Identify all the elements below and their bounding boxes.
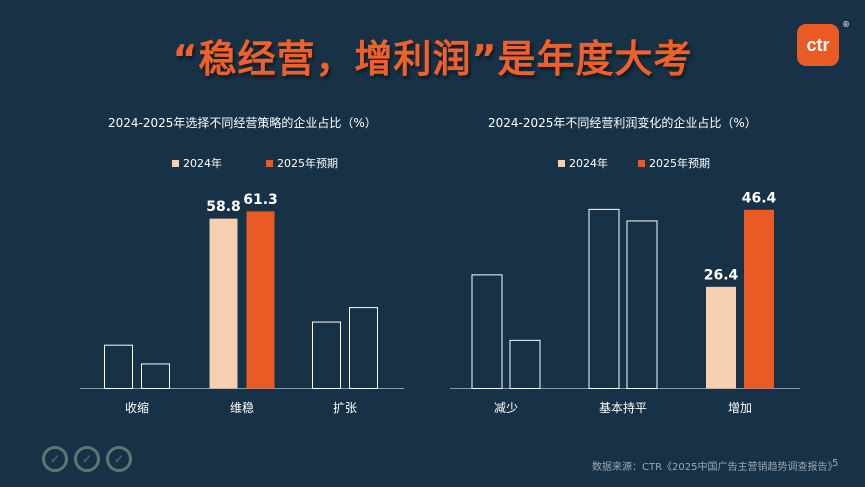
category-label-增加: 增加	[728, 401, 752, 415]
badge-row: ✓ ✓ ✓	[42, 446, 132, 472]
data-label-维稳-2024: 58.8	[206, 199, 241, 215]
check-badge-icon: ✓	[42, 446, 68, 472]
bar-增加-2024	[706, 286, 736, 389]
category-label-减少: 减少	[494, 401, 518, 415]
legend-item-2024: 2024年	[558, 155, 608, 171]
legend-label-2024: 2024年	[569, 157, 608, 170]
bar-减少-2025	[509, 339, 541, 389]
chart-2-title: 2024-2025年不同经营利润变化的企业占比（%）	[488, 116, 757, 130]
bar-维稳-2024	[209, 218, 238, 389]
chart-2-legend: 2024年 2025年预期	[558, 155, 710, 171]
bar-维稳-2025	[246, 211, 275, 389]
legend-item-2025: 2025年预期	[638, 155, 710, 171]
bar-基本持平-2024	[588, 208, 620, 389]
category-label-维稳: 维稳	[230, 400, 254, 415]
bar-减少-2024	[471, 274, 503, 389]
legend-swatch-2024	[558, 159, 565, 167]
ctr-logo: ctr	[797, 24, 839, 66]
legend-label-2025: 2025年预期	[649, 157, 710, 170]
page-number: 5	[832, 458, 839, 469]
category-label-基本持平: 基本持平	[599, 400, 647, 415]
data-label-维稳-2025: 61.3	[243, 192, 278, 208]
bar-收缩-2025	[141, 363, 170, 390]
legend-label-2024: 2024年	[183, 157, 222, 170]
bar-扩张-2025	[349, 307, 378, 389]
slide-title: “稳经营，增利润”是年度大考	[172, 37, 693, 81]
category-label-收缩: 收缩	[125, 400, 149, 415]
data-label-增加-2024: 26.4	[704, 267, 739, 283]
chart-1-title: 2024-2025年选择不同经营策略的企业占比（%）	[108, 116, 377, 130]
check-badge-icon: ✓	[74, 446, 100, 472]
bar-扩张-2024	[312, 321, 341, 389]
chart-1-legend: 2024年 2025年预期	[172, 155, 338, 171]
legend-swatch-2025	[266, 159, 273, 167]
legend-item-2025: 2025年预期	[266, 155, 338, 171]
data-source: 数据来源：CTR《2025中国广告主营销趋势调查报告》	[592, 462, 838, 473]
legend-label-2025: 2025年预期	[277, 157, 338, 170]
legend-item-2024: 2024年	[172, 155, 222, 171]
bar-基本持平-2025	[626, 220, 658, 389]
check-badge-icon: ✓	[106, 446, 132, 472]
registered-mark: ®	[842, 20, 850, 29]
category-label-扩张: 扩张	[333, 401, 357, 415]
data-label-增加-2025: 46.4	[742, 190, 777, 206]
legend-swatch-2024	[172, 159, 179, 167]
bar-收缩-2024	[104, 344, 133, 389]
bar-增加-2025	[744, 209, 774, 389]
legend-swatch-2025	[638, 159, 645, 167]
